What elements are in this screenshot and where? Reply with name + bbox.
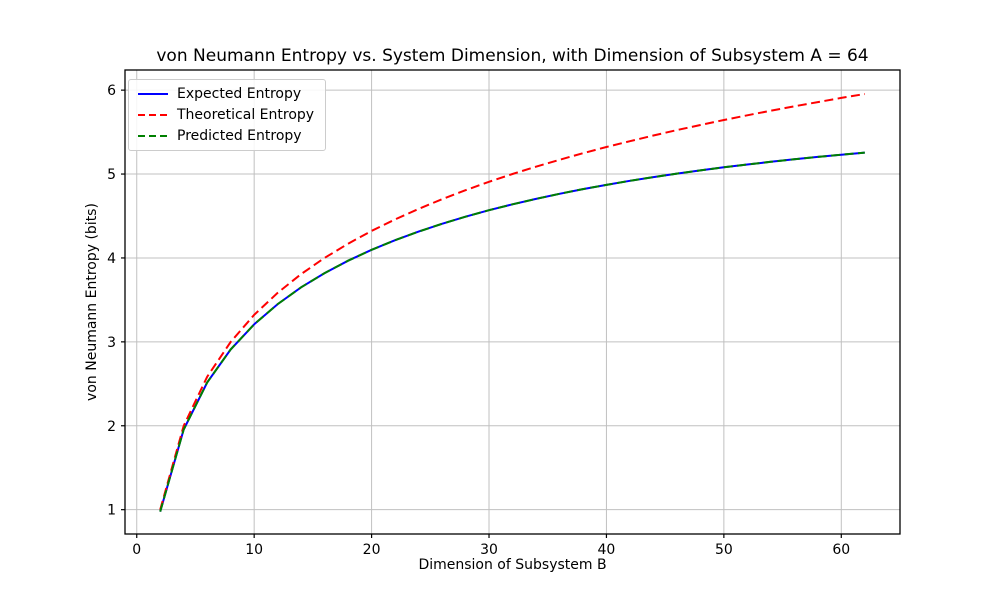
y-tick-label: 4: [107, 251, 116, 267]
legend-line-predicted: [138, 135, 168, 137]
series-curve-2: [159, 151, 865, 512]
y-tick-label: 1: [107, 503, 116, 519]
x-tick-label: 60: [832, 542, 850, 558]
legend-item-predicted-entropy: Predicted Entropy: [138, 128, 314, 144]
legend-item-theoretical-entropy: Theoretical Entropy: [138, 107, 314, 123]
x-tick-label: 20: [363, 542, 381, 558]
x-axis-label: Dimension of Subsystem B: [418, 557, 607, 573]
y-tick-label: 6: [107, 83, 116, 99]
axes-spines: [124, 69, 901, 535]
legend-label-expected: Expected Entropy: [177, 86, 302, 102]
x-tick-label: 40: [598, 542, 616, 558]
chart-title: von Neumann Entropy vs. System Dimension…: [156, 46, 869, 66]
x-tick-label: 0: [132, 542, 141, 558]
series-curve-0: [159, 151, 865, 512]
legend-item-expected-entropy: Expected Entropy: [138, 86, 314, 102]
y-tick-label: 3: [107, 335, 116, 351]
legend-label-theoretical: Theoretical Entropy: [177, 107, 315, 123]
y-tick-label: 2: [107, 419, 116, 435]
legend: Expected Entropy Theoretical Entropy Pre…: [128, 79, 327, 151]
y-tick-label: 5: [107, 167, 116, 183]
x-tick-label: 10: [245, 542, 263, 558]
x-tick-label: 30: [480, 542, 498, 558]
legend-label-predicted: Predicted Entropy: [177, 128, 302, 144]
x-tick-label: 50: [715, 542, 733, 558]
series-curve-1: [159, 93, 865, 510]
legend-line-theoretical: [138, 114, 168, 116]
legend-line-expected: [138, 93, 168, 95]
y-axis-label: von Neumann Entropy (bits): [84, 203, 100, 401]
